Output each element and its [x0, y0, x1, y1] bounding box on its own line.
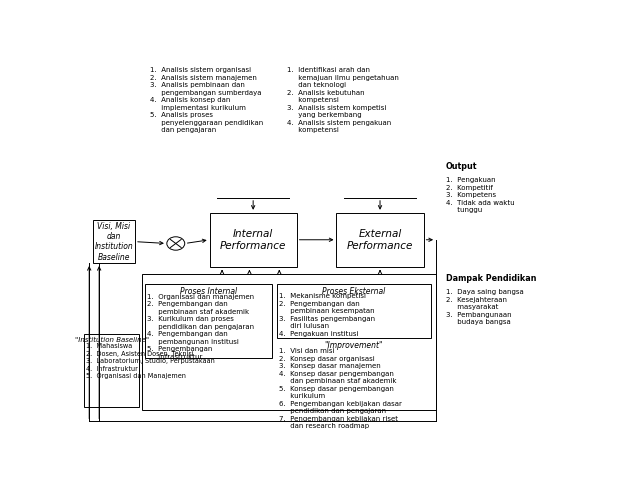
FancyBboxPatch shape — [336, 213, 424, 267]
Text: 1.  Mekanisme kompetisi
2.  Pengembangan dan
     pembinaan kesempatan
3.  Fasil: 1. Mekanisme kompetisi 2. Pengembangan d… — [279, 293, 376, 337]
FancyBboxPatch shape — [145, 284, 272, 358]
Text: Visi, Misi
dan
Institution
Baseline: Visi, Misi dan Institution Baseline — [94, 222, 133, 262]
Text: 1.  Analisis sistem organisasi
2.  Analisis sistem manajemen
3.  Analisis pembin: 1. Analisis sistem organisasi 2. Analisi… — [150, 67, 263, 134]
FancyBboxPatch shape — [92, 220, 135, 263]
Text: Internal
Performance: Internal Performance — [220, 229, 286, 251]
Text: "Improvement": "Improvement" — [325, 341, 383, 350]
Text: 1.  Organisasi dan manajemen
2.  Pengembangan dan
     pembinaan staf akademik
3: 1. Organisasi dan manajemen 2. Pengemban… — [148, 294, 254, 360]
Text: Output: Output — [446, 163, 478, 171]
FancyBboxPatch shape — [277, 284, 431, 338]
Circle shape — [167, 237, 185, 250]
Text: External
Performance: External Performance — [347, 229, 413, 251]
Text: Dampak Pendidikan: Dampak Pendidikan — [446, 274, 537, 283]
FancyBboxPatch shape — [143, 274, 436, 410]
Text: 1.  Daya saing bangsa
2.  Kesejahteraan
     masyarakat
3.  Pembangunaan
     bu: 1. Daya saing bangsa 2. Kesejahteraan ma… — [446, 289, 524, 325]
Text: 1.  Visi dan misi
2.  Konsep dasar organisasi
3.  Konsep dasar manajemen
4.  Kon: 1. Visi dan misi 2. Konsep dasar organis… — [279, 348, 402, 429]
Text: Proses Eksternal: Proses Eksternal — [322, 287, 386, 296]
FancyBboxPatch shape — [84, 334, 139, 407]
FancyBboxPatch shape — [209, 213, 297, 267]
Text: 1.  Identifikasi arah dan
     kemajuan ilmu pengetahuan
     dan teknologi
2.  : 1. Identifikasi arah dan kemajuan ilmu p… — [287, 67, 399, 134]
Text: 1.  Mahasiswa
2.  Dosen, Asisten Dosen, Teknisi
3.  Laboratorium, Studio, Perpus: 1. Mahasiswa 2. Dosen, Asisten Dosen, Te… — [86, 343, 214, 379]
Text: Proses Internal: Proses Internal — [180, 287, 237, 296]
Text: 1.  Pengakuan
2.  Kompetitif
3.  Kompetens
4.  Tidak ada waktu
     tunggu: 1. Pengakuan 2. Kompetitif 3. Kompetens … — [446, 177, 515, 213]
Text: "Institution Baseline": "Institution Baseline" — [74, 337, 149, 343]
